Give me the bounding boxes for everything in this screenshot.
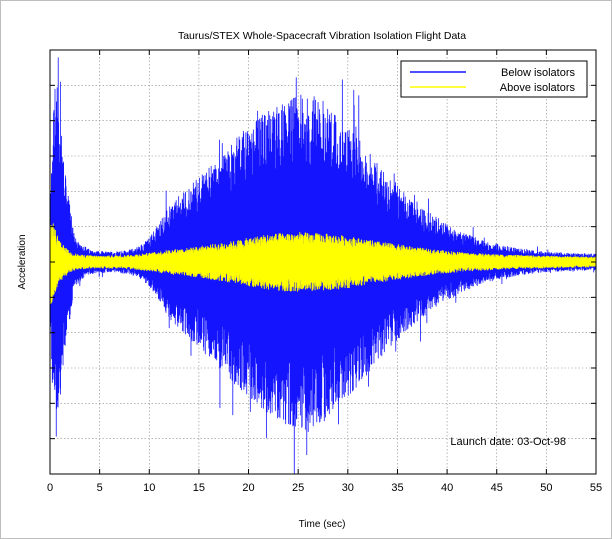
y-axis-ticks — [50, 84, 596, 440]
x-tick-label: 20 — [242, 482, 254, 494]
x-tick-label: 5 — [97, 482, 103, 494]
x-tick-label: 55 — [590, 482, 602, 494]
x-tick-label: 0 — [47, 482, 53, 494]
series-layer — [50, 57, 596, 474]
legend-label-below: Below isolators — [501, 67, 575, 79]
x-tick-label: 15 — [193, 482, 205, 494]
x-tick-label: 35 — [391, 482, 403, 494]
x-tick-label: 30 — [342, 482, 354, 494]
legend: Below isolators Above isolators — [400, 60, 588, 98]
series-above-isolators — [50, 218, 596, 304]
legend-box — [400, 60, 588, 98]
series-below-isolators — [50, 57, 596, 474]
x-tick-label: 45 — [491, 482, 503, 494]
y-axis-label: Acceleration — [17, 234, 28, 289]
x-tick-label: 50 — [540, 482, 552, 494]
launch-date-annotation: Launch date: 03-Oct-98 — [450, 436, 566, 448]
chart-title: Taurus/STEX Whole-Spacecraft Vibration I… — [178, 30, 466, 42]
legend-label-above: Above isolators — [500, 82, 576, 94]
x-axis-label: Time (sec) — [299, 519, 346, 530]
x-tick-label: 25 — [292, 482, 304, 494]
x-axis-ticks: 0 5 10 15 20 25 30 35 40 45 50 55 — [47, 50, 602, 494]
x-tick-label: 40 — [441, 482, 453, 494]
x-tick-label: 10 — [143, 482, 155, 494]
